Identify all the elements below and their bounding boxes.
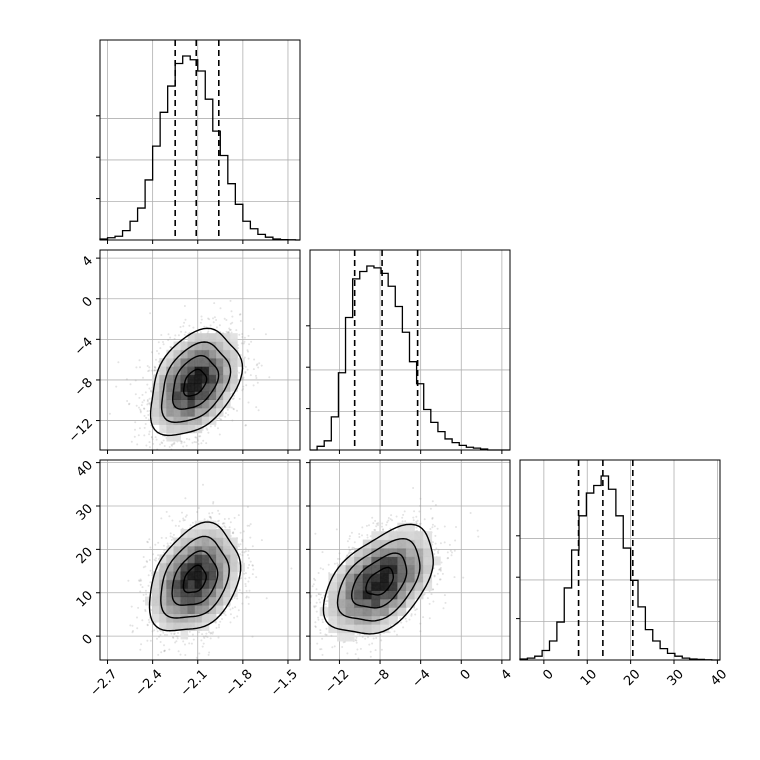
x-tick-label-p2: 4 [498, 667, 514, 683]
panel-content [100, 250, 300, 450]
x-tick-label-p1: −2.4 [133, 667, 166, 700]
contour-line [160, 341, 232, 424]
y-tick-label-p3: 0 [80, 632, 96, 648]
contour-line [160, 535, 230, 619]
histogram-step [519, 475, 720, 661]
panel-background [100, 40, 300, 240]
panel-frame [99, 459, 301, 661]
y-tick-label-p3: 20 [74, 545, 96, 567]
x-tick-label-p1: −2.1 [178, 667, 211, 700]
scatter-panel-1-3 [96, 459, 301, 664]
contour-line [148, 521, 242, 632]
x-tick-label-p2: −12 [322, 667, 352, 697]
contour-line [149, 327, 244, 437]
x-tick-label-p3: 20 [621, 667, 643, 689]
histogram-panel-1 [96, 39, 301, 244]
contour-line [172, 354, 220, 410]
y-tick-label-p2: 4 [80, 254, 96, 270]
histogram-panel-2 [306, 249, 511, 454]
y-tick-label-p3: 10 [74, 588, 96, 610]
y-tick-label-p2: −12 [66, 416, 96, 446]
panel-frame [99, 39, 301, 241]
panel-frame [99, 249, 301, 451]
x-tick-label-p1: −2.7 [88, 667, 121, 700]
x-tick-label-p3: 0 [540, 667, 556, 683]
panel-frame [519, 459, 721, 661]
x-tick-label-p3: 30 [665, 667, 687, 689]
contour-line [182, 564, 207, 594]
histogram-panel-3 [516, 459, 721, 664]
x-tick-label-p1: −1.8 [223, 667, 256, 700]
panel-content [310, 460, 510, 660]
contour-line [183, 368, 208, 397]
x-tick-label-p2: −8 [369, 667, 393, 691]
scatter-panel-1-2 [96, 249, 301, 454]
panel-frame [309, 459, 511, 661]
contour-line [365, 566, 394, 596]
density-blocks [319, 522, 441, 642]
panel-frame [309, 249, 511, 451]
contour-line [322, 523, 434, 635]
histogram-step [310, 265, 510, 451]
contour-line [336, 537, 421, 622]
y-tick-label-p2: −8 [72, 375, 96, 399]
x-tick-label-p1: −1.5 [268, 667, 301, 700]
x-tick-label-p2: 0 [458, 667, 474, 683]
y-tick-label-p2: −4 [72, 335, 96, 359]
contour-line [350, 552, 408, 609]
y-tick-label-p3: 40 [74, 458, 96, 480]
x-tick-label-p3: 40 [708, 667, 730, 689]
x-tick-label-p2: −4 [409, 667, 433, 691]
panel-background [520, 460, 720, 660]
y-tick-label-p2: 0 [80, 294, 96, 310]
scatter-panel-2-3 [306, 459, 511, 664]
x-tick-label-p3: 10 [578, 667, 600, 689]
contour-line [171, 550, 219, 606]
histogram-step [99, 55, 300, 241]
y-tick-label-p3: 30 [74, 501, 96, 523]
panel-content [100, 460, 300, 660]
